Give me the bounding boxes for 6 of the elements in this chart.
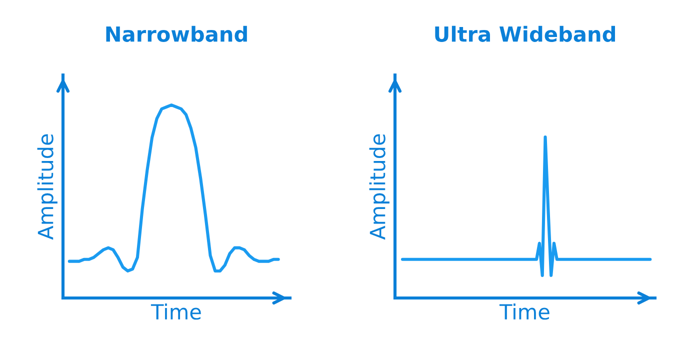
x-axis-title: Time	[150, 304, 201, 320]
x-axis-title: Time	[499, 304, 550, 320]
y-axis-title: Amplitude	[369, 134, 390, 240]
chart-title: Ultra Wideband	[435, 26, 615, 42]
y-axis-title: Amplitude	[37, 134, 58, 240]
chart-title: Narrowband	[106, 26, 247, 42]
